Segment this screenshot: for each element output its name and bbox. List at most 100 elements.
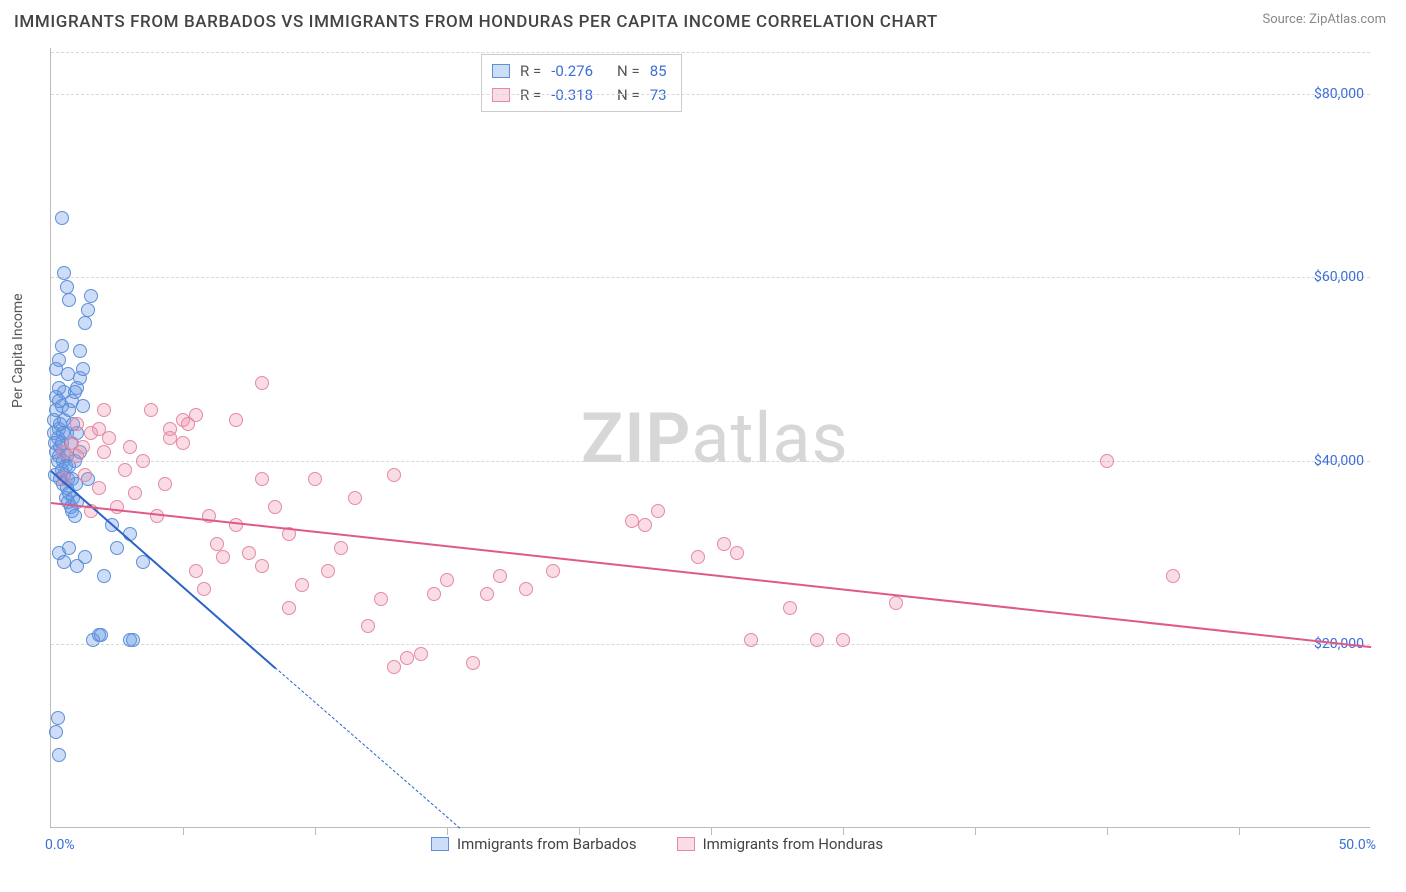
data-point [94, 628, 108, 642]
series-swatch [677, 837, 695, 851]
x-tick [975, 827, 976, 835]
n-value: 85 [650, 59, 667, 83]
data-point [334, 541, 348, 555]
n-label: N = [617, 83, 640, 107]
data-point [55, 211, 69, 225]
y-tick-label: $40,000 [1314, 453, 1364, 469]
data-point [480, 587, 494, 601]
gridline [51, 52, 1370, 53]
data-point [348, 491, 362, 505]
series-swatch [492, 64, 510, 78]
data-point [242, 546, 256, 560]
data-point [361, 619, 375, 633]
data-point [216, 550, 230, 564]
plot-area: ZIPatlas R =-0.276N =85R =-0.318N =73 Im… [50, 48, 1370, 828]
x-tick [711, 827, 712, 835]
stats-row: R =-0.276N =85 [492, 59, 667, 83]
data-point [414, 647, 428, 661]
data-point [197, 582, 211, 596]
legend-label: Immigrants from Honduras [703, 835, 884, 853]
x-tick [1239, 827, 1240, 835]
y-tick-label: $80,000 [1314, 86, 1364, 102]
data-point [189, 408, 203, 422]
data-point [308, 472, 322, 486]
data-point [57, 385, 71, 399]
data-point [128, 486, 142, 500]
x-min-label: 0.0% [45, 837, 75, 853]
chart-container: Per Capita Income ZIPatlas R =-0.276N =8… [14, 48, 1392, 874]
series-swatch [431, 837, 449, 851]
data-point [651, 504, 665, 518]
gridline [51, 461, 1370, 462]
data-point [97, 569, 111, 583]
data-point [466, 656, 480, 670]
data-point [73, 344, 87, 358]
data-point [268, 500, 282, 514]
legend-item: Immigrants from Barbados [431, 835, 637, 853]
r-value: -0.318 [551, 83, 593, 107]
data-point [76, 399, 90, 413]
gridline [51, 277, 1370, 278]
x-tick [315, 827, 316, 835]
y-tick-label: $60,000 [1314, 269, 1364, 285]
data-point [1100, 454, 1114, 468]
data-point [255, 376, 269, 390]
data-point [744, 633, 758, 647]
data-point [110, 541, 124, 555]
data-point [62, 403, 76, 417]
data-point [387, 468, 401, 482]
data-point [440, 573, 454, 587]
data-point [84, 289, 98, 303]
data-point [52, 748, 66, 762]
data-point [229, 518, 243, 532]
data-point [638, 518, 652, 532]
data-point [68, 509, 82, 523]
data-point [126, 633, 140, 647]
data-point [889, 596, 903, 610]
legend-item: Immigrants from Honduras [677, 835, 884, 853]
data-point [374, 592, 388, 606]
x-tick [1107, 827, 1108, 835]
data-point [210, 537, 224, 551]
x-tick [183, 827, 184, 835]
data-point [717, 537, 731, 551]
stats-row: R =-0.318N =73 [492, 83, 667, 107]
data-point [55, 339, 69, 353]
data-point [1166, 569, 1180, 583]
stats-legend: R =-0.276N =85R =-0.318N =73 [481, 54, 682, 112]
x-tick [843, 827, 844, 835]
data-point [158, 477, 172, 491]
data-point [493, 569, 507, 583]
data-point [76, 362, 90, 376]
data-point [78, 316, 92, 330]
data-point [123, 440, 137, 454]
data-point [92, 481, 106, 495]
data-point [400, 651, 414, 665]
data-point [176, 436, 190, 450]
data-point [118, 463, 132, 477]
watermark: ZIPatlas [581, 398, 849, 480]
n-label: N = [617, 59, 640, 83]
x-tick [579, 827, 580, 835]
data-point [163, 431, 177, 445]
data-point [57, 555, 71, 569]
data-point [189, 564, 203, 578]
series-swatch [492, 88, 510, 102]
data-point [102, 431, 116, 445]
r-value: -0.276 [551, 59, 593, 83]
legend-label: Immigrants from Barbados [457, 835, 637, 853]
data-point [836, 633, 850, 647]
n-value: 73 [650, 83, 667, 107]
data-point [92, 422, 106, 436]
data-point [546, 564, 560, 578]
data-point [97, 403, 111, 417]
data-point [255, 472, 269, 486]
data-point [144, 403, 158, 417]
data-point [730, 546, 744, 560]
data-point [97, 445, 111, 459]
data-point [387, 660, 401, 674]
x-tick [447, 827, 448, 835]
data-point [76, 440, 90, 454]
data-point [255, 559, 269, 573]
data-point [62, 541, 76, 555]
